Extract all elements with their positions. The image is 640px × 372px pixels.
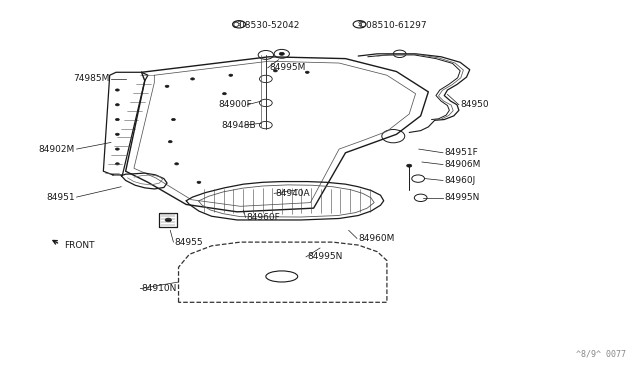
Text: 84955: 84955 (175, 238, 204, 247)
Text: 84951F: 84951F (444, 148, 478, 157)
Text: ©08510-61297: ©08510-61297 (358, 21, 428, 30)
Circle shape (115, 89, 119, 91)
Circle shape (229, 74, 233, 76)
Circle shape (172, 118, 175, 121)
Text: 84906M: 84906M (444, 160, 481, 169)
Text: 84910N: 84910N (141, 284, 177, 293)
Circle shape (175, 163, 179, 165)
Text: S: S (237, 21, 241, 27)
Text: 84902M: 84902M (38, 145, 75, 154)
Text: 84995N: 84995N (307, 252, 342, 262)
Text: 84951: 84951 (46, 193, 75, 202)
Text: 84950: 84950 (460, 100, 489, 109)
Text: FRONT: FRONT (64, 241, 94, 250)
Circle shape (406, 164, 412, 167)
Circle shape (197, 181, 201, 183)
Circle shape (191, 78, 195, 80)
Circle shape (115, 118, 119, 121)
Circle shape (115, 104, 119, 106)
Circle shape (115, 163, 119, 165)
Circle shape (273, 70, 277, 72)
Circle shape (165, 85, 169, 87)
Text: 84960J: 84960J (444, 176, 476, 185)
Circle shape (165, 218, 172, 222)
Text: ©08530-52042: ©08530-52042 (231, 21, 300, 30)
Text: 84995M: 84995M (269, 63, 305, 72)
Circle shape (115, 133, 119, 135)
Text: 84900F: 84900F (218, 100, 252, 109)
Text: 84995N: 84995N (444, 193, 479, 202)
Circle shape (279, 52, 284, 55)
Circle shape (305, 71, 309, 73)
Text: 84948B: 84948B (221, 121, 256, 129)
Text: 74985M: 74985M (74, 74, 109, 83)
Circle shape (115, 148, 119, 150)
Text: ^8/9^ 0077: ^8/9^ 0077 (576, 350, 626, 359)
Text: S: S (357, 21, 362, 27)
Text: 84940A: 84940A (275, 189, 310, 198)
Text: 84960F: 84960F (246, 213, 280, 222)
Circle shape (168, 141, 172, 143)
Text: 84960M: 84960M (358, 234, 395, 243)
Circle shape (223, 93, 227, 95)
